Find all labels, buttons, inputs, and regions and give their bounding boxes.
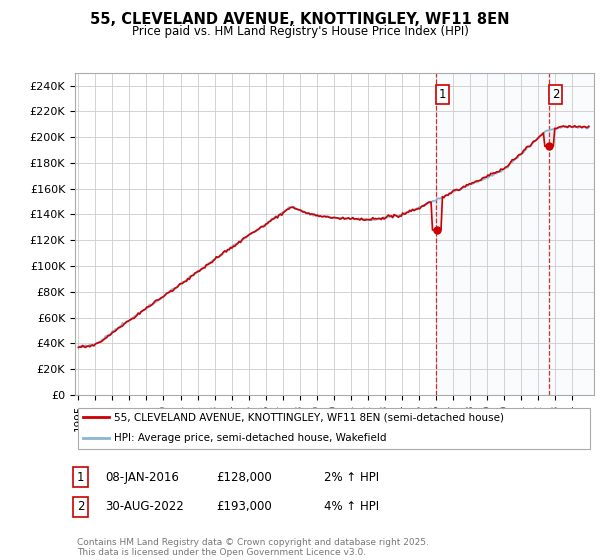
Text: 2: 2 — [77, 500, 84, 514]
Text: Contains HM Land Registry data © Crown copyright and database right 2025.
This d: Contains HM Land Registry data © Crown c… — [77, 538, 428, 557]
Bar — [436, 73, 549, 395]
Text: 1: 1 — [439, 88, 446, 101]
Text: HPI: Average price, semi-detached house, Wakefield: HPI: Average price, semi-detached house,… — [114, 433, 386, 444]
FancyBboxPatch shape — [77, 408, 590, 449]
Text: £128,000: £128,000 — [216, 470, 272, 484]
Text: Price paid vs. HM Land Registry's House Price Index (HPI): Price paid vs. HM Land Registry's House … — [131, 25, 469, 38]
Bar — [549, 73, 594, 395]
Text: 55, CLEVELAND AVENUE, KNOTTINGLEY, WF11 8EN: 55, CLEVELAND AVENUE, KNOTTINGLEY, WF11 … — [90, 12, 510, 27]
Text: 2% ↑ HPI: 2% ↑ HPI — [324, 470, 379, 484]
Text: 1: 1 — [77, 470, 84, 484]
Text: 55, CLEVELAND AVENUE, KNOTTINGLEY, WF11 8EN (semi-detached house): 55, CLEVELAND AVENUE, KNOTTINGLEY, WF11 … — [114, 412, 504, 422]
Text: 4% ↑ HPI: 4% ↑ HPI — [324, 500, 379, 514]
Text: 2: 2 — [551, 88, 559, 101]
Text: 30-AUG-2022: 30-AUG-2022 — [105, 500, 184, 514]
Text: 08-JAN-2016: 08-JAN-2016 — [105, 470, 179, 484]
Text: £193,000: £193,000 — [216, 500, 272, 514]
